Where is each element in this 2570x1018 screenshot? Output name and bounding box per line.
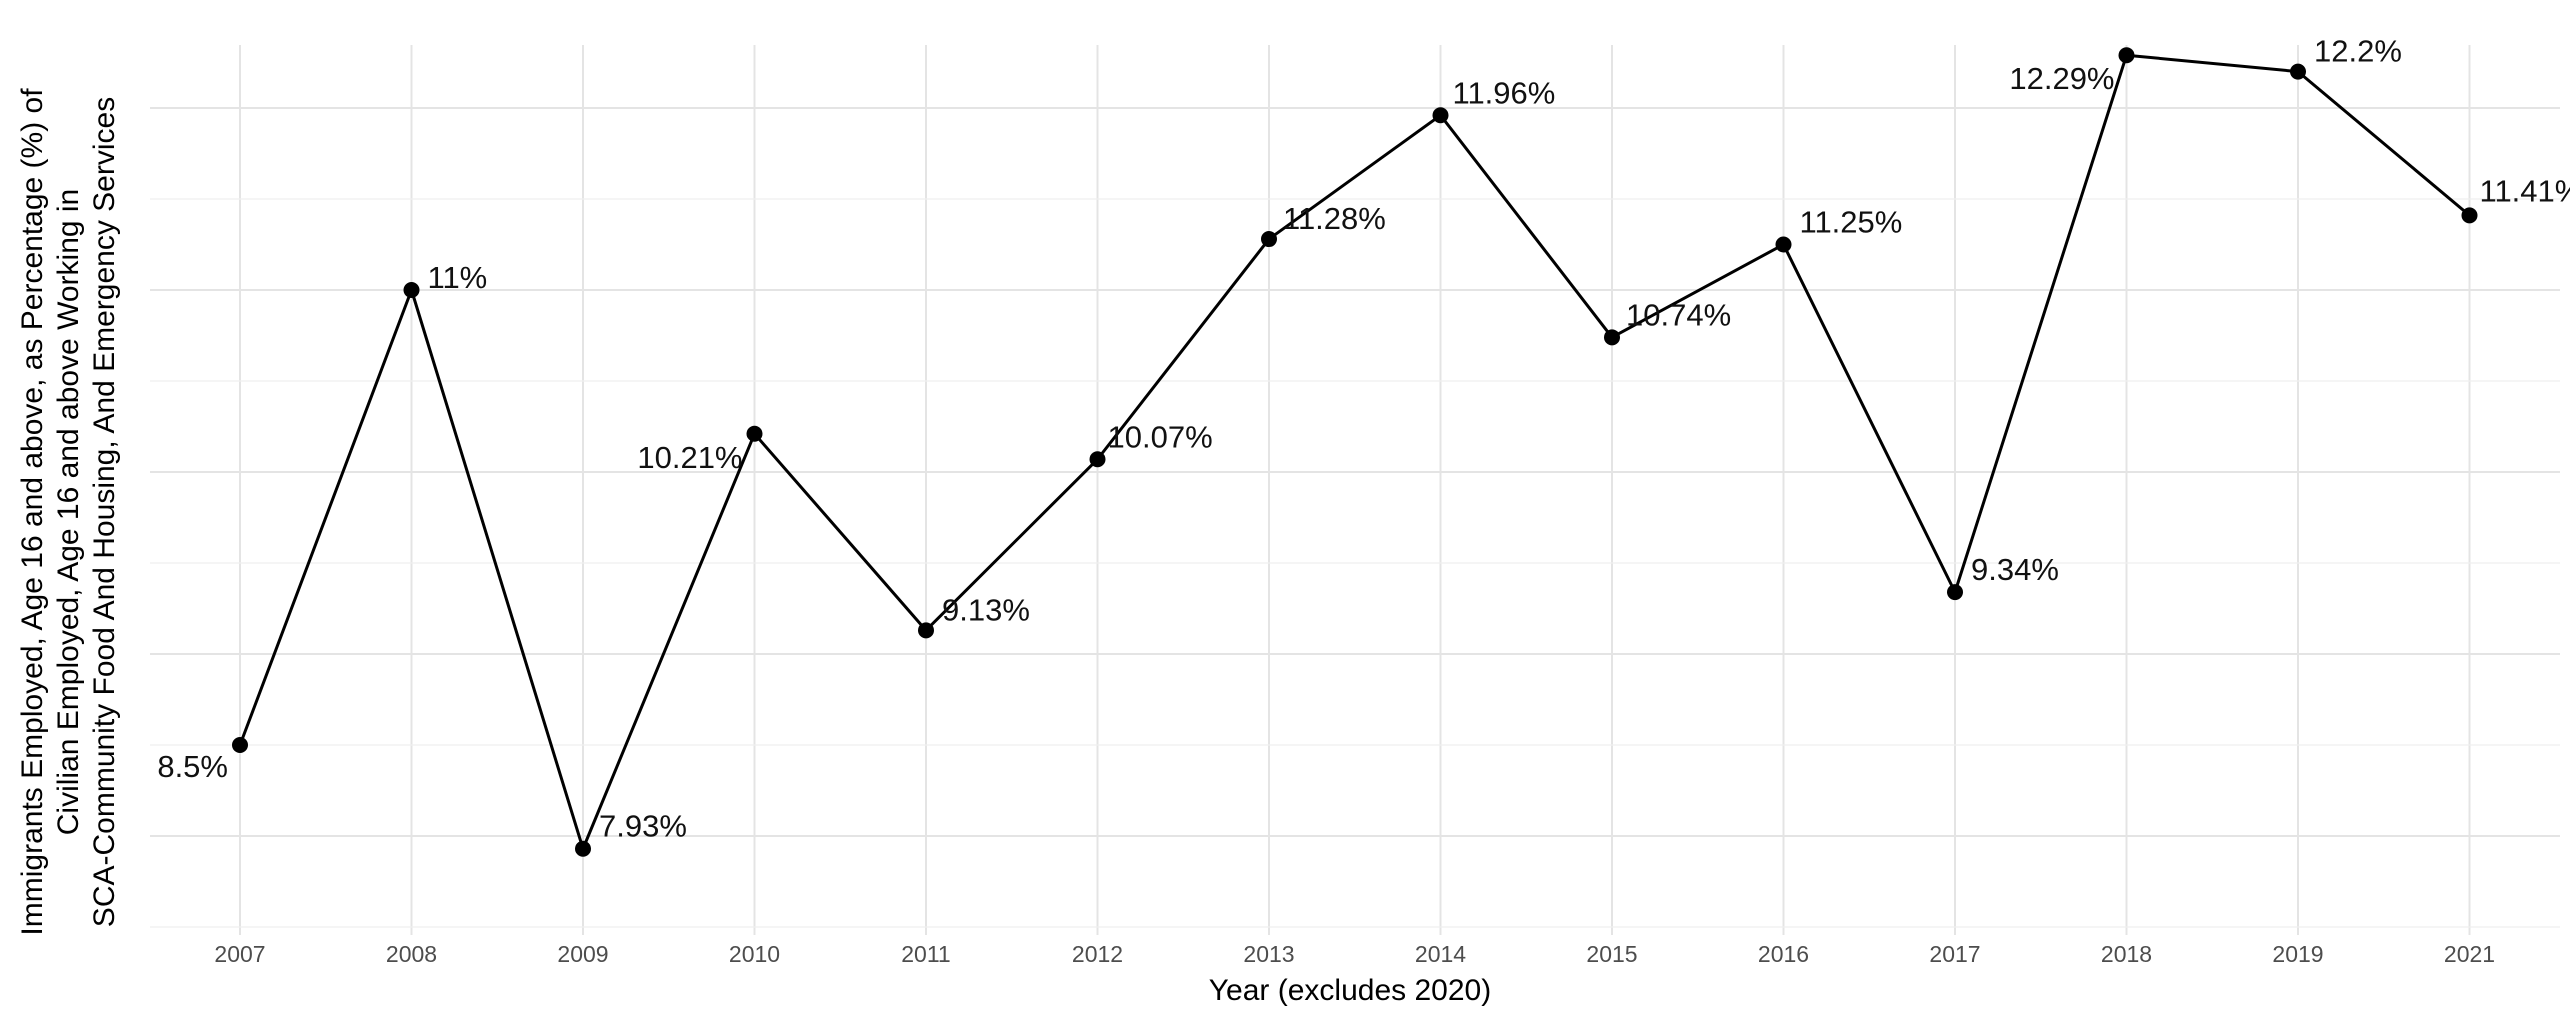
data-label-2017: 9.34% [1971, 552, 2059, 587]
data-label-2018: 12.29% [2009, 61, 2114, 96]
x-tick-label-2012: 2012 [1072, 941, 1123, 967]
x-tick-label-2007: 2007 [214, 941, 265, 967]
data-point-2019 [2290, 63, 2306, 80]
data-label-2012: 10.07% [1108, 419, 1213, 454]
series-line [238, 53, 2471, 851]
x-tick-label-2017: 2017 [1929, 941, 1980, 967]
data-points [232, 47, 2478, 857]
series-line-group [238, 53, 2471, 851]
data-point-2009 [575, 840, 591, 857]
data-label-2008: 11% [428, 260, 488, 295]
x-tick-label-2009: 2009 [557, 941, 608, 967]
data-point-2015 [1604, 329, 1620, 346]
data-label-2014: 11.96% [1453, 75, 1556, 110]
x-tick-label-2018: 2018 [2101, 941, 2152, 967]
x-tick-label-2015: 2015 [1586, 941, 1637, 967]
x-tick-label-2013: 2013 [1243, 941, 1294, 967]
x-tick-label-2014: 2014 [1415, 941, 1466, 967]
x-tick-label-2008: 2008 [386, 941, 437, 967]
y-axis-title-line-2: Civilian Employed, Age 16 and above Work… [52, 189, 85, 836]
data-labels: 8.5% 11% 7.93% 10.21% 9.13% 10.07% 11.28% 11.96… [157, 34, 2570, 844]
x-tick-label-2010: 2010 [729, 941, 780, 967]
x-tick-label-2019: 2019 [2272, 941, 2323, 967]
data-label-2016: 11.25% [1800, 205, 1903, 240]
y-axis-title-line-3: SCA-Community Food And Housing, And Emer… [88, 97, 121, 927]
data-point-2014 [1432, 107, 1449, 124]
data-label-2009: 7.93% [599, 809, 687, 844]
data-point-2018 [2118, 47, 2135, 64]
x-axis-ticks: 2007 2008 2009 2010 2011 2012 2013 2014 2015 2016… [214, 941, 2495, 967]
data-label-2015: 10.74% [1626, 297, 1731, 332]
y-axis-title: Immigrants Employed, Age 16 and above, a… [16, 88, 121, 936]
data-label-2019: 12.2% [2314, 34, 2402, 69]
data-label-2011: 9.13% [942, 592, 1030, 627]
data-point-2013 [1261, 231, 1277, 248]
x-tick-label-2016: 2016 [1758, 941, 1809, 967]
data-point-2011 [918, 622, 934, 639]
data-point-2021 [2461, 207, 2478, 224]
data-point-2007 [232, 737, 248, 753]
x-axis-title: Year (excludes 2020) [1209, 974, 1491, 1007]
x-tick-label-2021: 2021 [2444, 941, 2495, 967]
grid-lines [150, 45, 2560, 935]
x-tick-label-2011: 2011 [901, 941, 950, 967]
data-label-2007: 8.5% [157, 749, 228, 784]
y-axis-title-line-1: Immigrants Employed, Age 16 and above, a… [16, 88, 49, 936]
data-point-2012 [1089, 451, 1106, 468]
data-label-2010: 10.21% [637, 440, 742, 475]
data-point-2010 [746, 425, 763, 442]
data-label-2021: 11.41% [2480, 173, 2570, 208]
data-point-2008 [403, 282, 420, 298]
data-point-2017 [1947, 584, 1963, 601]
data-label-2013: 11.28% [1283, 201, 1386, 236]
data-point-2016 [1775, 236, 1792, 253]
